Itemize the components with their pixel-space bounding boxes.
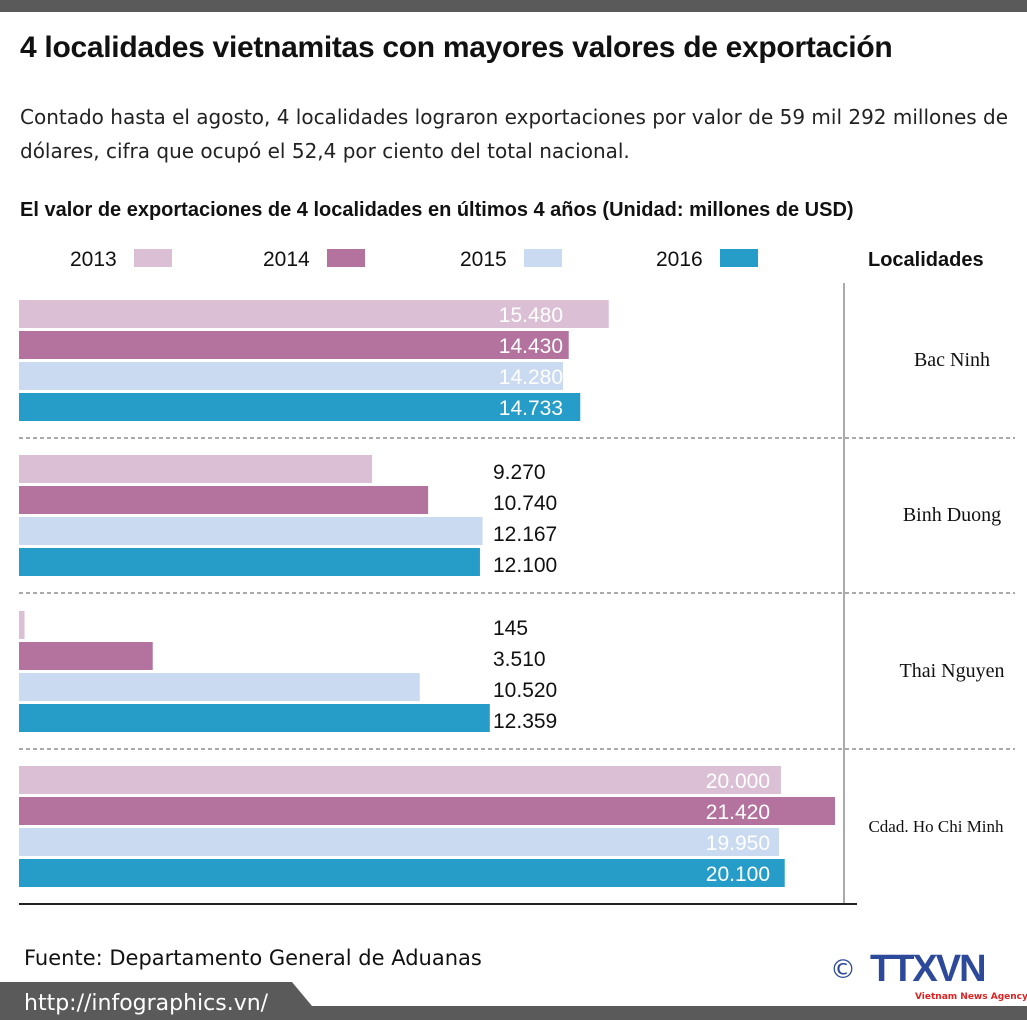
legend-label-2013: 2013 [70,248,117,271]
category-header: Localidades [868,249,984,271]
bar-2014-0 [19,331,569,359]
legend-swatch-2013 [134,249,172,267]
chart-title: El valor de exportaciones de 4 localidad… [20,199,854,221]
data-label: 145 [493,617,528,640]
category-label: Binh Duong [903,504,1001,526]
bar-2016-2 [19,704,490,732]
legend-swatch-2015 [524,249,562,267]
legend-label-2014: 2014 [263,248,310,271]
data-label: 19.950 [706,832,770,855]
subtitle: Contado hasta el agosto, 4 localidades l… [20,105,1009,163]
data-label: 10.740 [493,492,557,515]
source-note: Fuente: Departamento General de Aduanas [24,946,482,970]
data-label: 20.100 [706,863,770,886]
legend-swatch-2016 [720,249,758,267]
bar-2015-1 [19,517,483,545]
data-label: 12.100 [493,554,557,577]
bar-2016-3 [19,859,785,887]
bar-2013-3 [19,766,781,794]
data-label: 21.420 [706,801,770,824]
bar-chart: 2013 2014 2015 2016 Localidades 15.480 14.430 1… [19,248,1015,905]
footer-url[interactable]: http://infographics.vn/ [24,991,269,1016]
bar-2014-3 [19,797,835,825]
bar-2016-0 [19,393,581,421]
data-label: 9.270 [493,461,546,484]
logo-tagline: Vietnam News Agency [915,992,1027,1002]
bar-2015-3 [19,828,779,856]
category-label: Cdad. Ho Chi Minh [868,817,1004,836]
bar-2013-0 [19,300,609,328]
bar-2014-2 [19,642,153,670]
copyright-icon: © [830,955,856,985]
data-label: 3.510 [493,648,546,671]
footer-bar [0,982,1027,1020]
bar-2015-2 [19,673,420,701]
bar-2013-2 [19,611,25,639]
data-label: 20.000 [706,770,770,793]
bar-2014-1 [19,486,429,514]
data-label: 12.359 [493,710,557,733]
data-label: 12.167 [493,523,557,546]
legend-swatch-2014 [327,249,365,267]
data-label: 15.480 [499,304,563,327]
bar-2015-0 [19,362,563,390]
data-label: 14.430 [499,335,563,358]
legend-label-2015: 2015 [460,248,507,271]
data-label: 10.520 [493,679,557,702]
bar-2013-1 [19,455,373,483]
data-label: 14.280 [499,366,563,389]
category-label: Thai Nguyen [900,660,1005,682]
top-bar [0,0,1027,12]
bar-2016-1 [19,548,480,576]
category-label: Bac Ninh [914,349,990,371]
legend-label-2016: 2016 [656,248,703,271]
page-title: 4 localidades vietnamitas con mayores va… [20,31,893,64]
data-label: 14.733 [499,397,563,420]
ttxvn-logo: TTXVN [870,948,987,990]
